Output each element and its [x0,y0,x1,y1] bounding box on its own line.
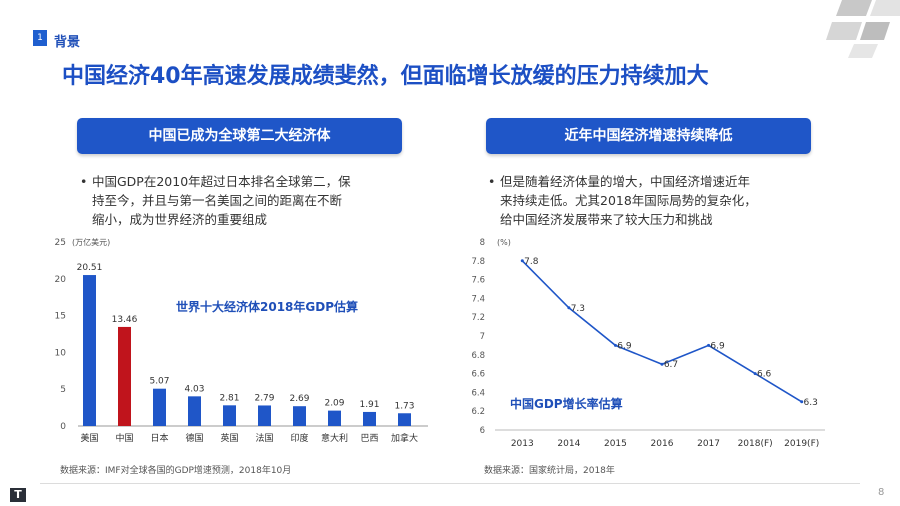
bar [363,411,376,426]
y-tick-label: 6.6 [471,370,485,380]
x-category-label: 中国 [115,432,133,444]
x-category-label: 印度 [290,432,308,444]
y-tick-label: 0 [60,422,66,432]
y-tick-label: 6.2 [471,407,485,417]
series-line [521,260,803,403]
left-panel-bullet: • 中国GDP在2010年超过日本排名全球第二，保 持至今，并且与第一名美国之间… [80,172,422,229]
x-category-label: 加拿大 [391,432,418,444]
bar-value-label: 2.09 [324,399,344,409]
x-tick-label: 2016 [651,439,674,449]
left-bullet-line: 缩小，成为世界经济的重要组成 [92,212,268,227]
left-panel-heading: 中国已成为全球第二大经济体 [77,118,402,154]
bar-value-label: 1.91 [359,400,379,410]
bullet-dot-icon: • [488,174,496,189]
right-bullet-line: 给中国经济发展带来了较大压力和挑战 [500,212,713,227]
gdp-growth-line-chart: 6 6.2 6.4 6.6 6.8 7 7.2 7.4 7.6 7.8 8 (%) 7.8 2013 7.3… [471,238,825,449]
y-tick-label: 7 [480,332,485,342]
data-value-label: 7.8 [524,257,539,267]
right-bullet-line: 来持续走低。尤其2018年国际局势的复杂化， [500,193,757,208]
data-value-label: 7.3 [571,304,585,314]
y-tick-label: 6.8 [471,351,485,361]
x-category-label: 英国 [220,432,238,444]
bar-value-label: 2.79 [254,393,274,403]
y-tick-label: 7.4 [471,294,485,304]
left-bullet-line: 中国GDP在2010年超过日本排名全球第二，保 [92,174,351,189]
data-point [800,400,804,404]
left-source-note: 数据来源：IMF对全球各国的GDP增速预测，2018年10月 [60,466,292,476]
right-bullet-line: 但是随着经济体量的增大，中国经济增速近年 [500,174,751,189]
section-label: 背景 [54,35,81,50]
bar [223,405,236,426]
x-category-label: 意大利 [321,432,348,444]
x-tick-label: 2018(F) [738,439,773,449]
y-tick-label: 8 [480,238,485,248]
y-tick-label: 7.2 [471,313,485,323]
page-number: 8 [878,487,885,498]
y-axis-unit: (万亿美元) [72,237,110,247]
y-tick-label: 7.8 [471,257,485,267]
data-value-label: 6.3 [804,398,818,408]
bar-value-label: 5.07 [149,377,169,387]
bar [153,388,166,426]
y-tick-label: 7.6 [471,276,485,286]
bar [118,326,131,426]
y-tick-label: 5 [60,385,66,395]
y-tick-label: 15 [55,312,66,322]
right-panel-bullet: • 但是随着经济体量的增大，中国经济增速近年 来持续走低。尤其2018年国际局势… [488,172,830,229]
data-value-label: 6.9 [710,341,725,351]
y-tick-label: 6.4 [471,388,485,398]
left-bullet-line: 持至今，并且与第一名美国之间的距离在不断 [92,193,343,208]
corner-logo-icon [826,0,900,58]
bar-value-label: 4.03 [184,384,204,394]
chart-title: 世界十大经济体2018年GDP估算 [176,299,358,314]
right-panel-heading: 近年中国经济增速持续降低 [486,118,811,154]
data-point [567,306,571,310]
x-category-label: 德国 [185,432,203,444]
bar-value-label: 2.69 [289,394,309,404]
bar [293,406,306,426]
gdp-bar-chart: 0 5 10 15 20 25 (万亿美元) 20.51 美国 13.46 中国 5.07 日本 4.03… [55,237,428,444]
footer-divider [40,483,860,484]
x-category-label: 巴西 [360,433,378,444]
x-tick-label: 2019(F) [784,439,819,449]
bar [83,275,96,426]
data-point [660,362,664,366]
data-value-label: 6.7 [664,360,678,370]
data-point [520,259,524,263]
bar-value-label: 2.81 [219,393,239,403]
section-number-badge: 1 [33,30,47,46]
x-category-label: 美国 [80,432,98,444]
footer-logo-icon: T [10,488,26,502]
x-category-label: 日本 [150,432,168,444]
y-tick-label: 10 [55,348,67,358]
page-title: 中国经济40年高速发展成绩斐然，但面临增长放缓的压力持续加大 [62,64,709,89]
data-point [707,343,711,347]
bar-value-label: 20.51 [77,263,103,273]
data-value-label: 6.9 [617,341,632,351]
bullet-dot-icon: • [80,174,88,189]
y-tick-label: 25 [55,238,66,248]
bar [258,405,271,426]
right-source-note: 数据来源：国家统计局，2018年 [484,466,615,476]
bar-value-label: 1.73 [394,401,414,411]
data-point [753,372,757,376]
bar [398,413,411,426]
data-point [613,343,617,347]
chart-title: 中国GDP增长率估算 [510,396,623,411]
bar [328,410,341,426]
data-value-label: 6.6 [757,370,772,380]
x-category-label: 法国 [255,432,273,444]
x-tick-label: 2013 [511,439,534,449]
bar [188,396,201,426]
x-tick-label: 2015 [604,439,627,449]
x-tick-label: 2014 [557,439,580,449]
bar-value-label: 13.46 [112,315,138,325]
y-tick-label: 6 [480,426,485,436]
y-axis-unit: (%) [497,238,511,247]
y-tick-label: 20 [55,275,67,285]
x-tick-label: 2017 [697,439,720,449]
